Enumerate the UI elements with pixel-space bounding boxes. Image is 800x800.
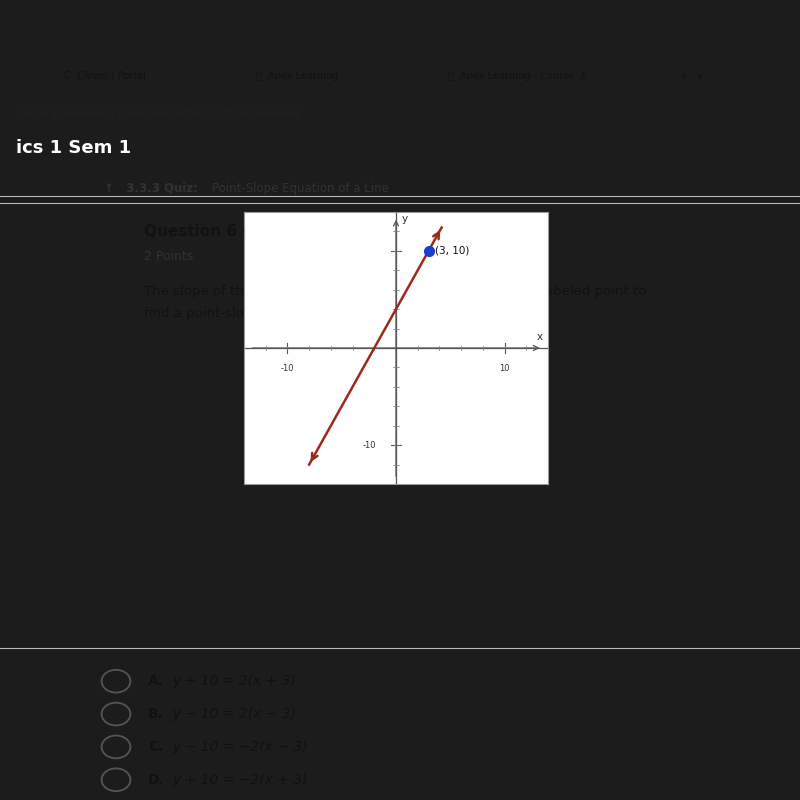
Text: The slope of the line below is 2. Use the coordinates of the labeled point to: The slope of the line below is 2. Use th… [144, 285, 646, 298]
Text: course.apexlearning.com/public/activity/3/3/3/assessment: course.apexlearning.com/public/activity/… [16, 109, 301, 119]
Text: -10: -10 [363, 441, 377, 450]
Text: y: y [402, 214, 407, 224]
Text: find a point-slope equation of the line.: find a point-slope equation of the line. [144, 307, 400, 320]
Text: 10: 10 [499, 363, 510, 373]
Text: 2 Points: 2 Points [144, 250, 194, 263]
Text: B.: B. [148, 707, 164, 721]
Text: C.: C. [148, 740, 163, 754]
Text: A.: A. [148, 674, 164, 688]
Text: Question 6 of 10: Question 6 of 10 [144, 224, 286, 238]
Text: ⬛  Apex Learning - Course  X: ⬛ Apex Learning - Course X [448, 71, 587, 81]
Text: y − 10 = 2(x − 3): y − 10 = 2(x − 3) [172, 707, 296, 721]
Text: +   v: + v [680, 71, 703, 81]
Text: y − 10 = −2(x − 3): y − 10 = −2(x − 3) [172, 740, 307, 754]
Text: ics 1 Sem 1: ics 1 Sem 1 [16, 139, 131, 157]
Text: ⬛  Apex Learning: ⬛ Apex Learning [256, 71, 338, 81]
Text: x: x [537, 332, 543, 342]
Text: D.: D. [148, 773, 165, 786]
Text: -10: -10 [281, 363, 294, 373]
Text: (3, 10): (3, 10) [435, 246, 470, 256]
Text: y + 10 = −2(x + 3): y + 10 = −2(x + 3) [172, 773, 307, 786]
Text: C  Clever | Portal: C Clever | Portal [64, 70, 146, 82]
Text: y + 10 = 2(x + 3): y + 10 = 2(x + 3) [172, 674, 296, 688]
Text: Point-Slope Equation of a Line: Point-Slope Equation of a Line [212, 182, 389, 194]
Text: ↑   3.3.3 Quiz:: ↑ 3.3.3 Quiz: [104, 182, 198, 194]
